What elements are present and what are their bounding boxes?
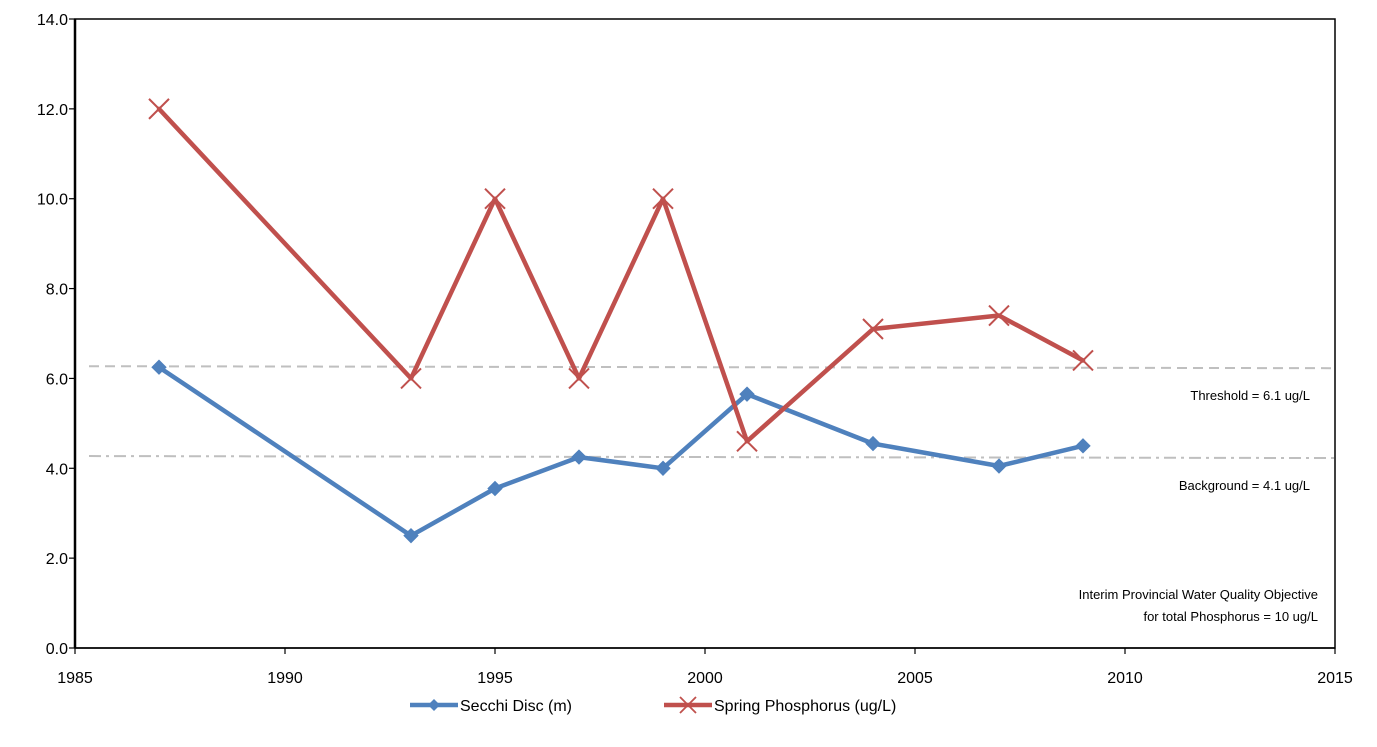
x-tick-label: 2000 xyxy=(687,670,723,687)
legend-phosphorus-label: Spring Phosphorus (ug/L) xyxy=(714,698,896,715)
phosphorus-data-point xyxy=(568,367,590,390)
y-tick-label: 0.0 xyxy=(46,641,68,658)
secchi-data-point xyxy=(739,386,755,402)
secchi-data-point xyxy=(403,527,419,544)
y-tick-label: 10.0 xyxy=(37,192,68,209)
x-tick-label: 2015 xyxy=(1317,670,1353,687)
secchi-data-point xyxy=(1075,438,1091,454)
legend-item-secchi[interactable]: Secchi Disc (m) xyxy=(410,698,572,715)
secchi-data-point xyxy=(571,449,587,465)
secchi-data-point xyxy=(487,480,503,497)
phosphorus-data-point xyxy=(148,98,170,120)
phosphorus-data-point xyxy=(400,367,422,390)
y-tick-label: 4.0 xyxy=(46,461,68,478)
phosphorus-data-point xyxy=(652,188,674,210)
legend-phosphorus-marker-icon xyxy=(679,696,697,714)
secchi-data-point xyxy=(991,458,1007,474)
phosphorus-data-point xyxy=(484,188,506,210)
y-tick-label: 6.0 xyxy=(46,371,68,388)
pwqo-annotation-line2: for total Phosphorus = 10 ug/L xyxy=(1143,609,1318,624)
phosphorus-data-point xyxy=(736,430,758,453)
background-reference-line xyxy=(88,455,1336,460)
phosphorus-series xyxy=(148,98,1094,453)
secchi-series xyxy=(151,359,1091,544)
threshold-annotation: Threshold = 6.1 ug/L xyxy=(1190,388,1310,403)
series xyxy=(148,98,1094,544)
legend-secchi-label: Secchi Disc (m) xyxy=(460,698,572,715)
y-tick-label: 8.0 xyxy=(46,282,68,299)
legend: Secchi Disc (m) Spring Phosphorus (ug/L) xyxy=(410,696,896,715)
x-tick-label: 2005 xyxy=(897,670,933,687)
x-tick-label: 1990 xyxy=(267,670,303,687)
legend-item-phosphorus[interactable]: Spring Phosphorus (ug/L) xyxy=(664,696,896,715)
axes: 0.0 2.0 4.0 6.0 8.0 10.0 12.0 14.0 1985 1990 1995 2… xyxy=(37,12,1353,687)
y-tick-label: 14.0 xyxy=(37,12,68,29)
secchi-data-point xyxy=(865,435,881,452)
background-annotation: Background = 4.1 ug/L xyxy=(1179,478,1310,493)
y-tick-label: 12.0 xyxy=(37,102,68,119)
x-tick-label: 1985 xyxy=(57,670,93,687)
reference-lines xyxy=(88,365,1336,460)
secchi-data-point xyxy=(151,359,167,375)
phosphorus-data-point xyxy=(1072,349,1094,372)
phosphorus-data-point xyxy=(988,304,1010,327)
x-tick-label: 2010 xyxy=(1107,670,1143,687)
secchi-data-point xyxy=(655,460,671,476)
y-tick-label: 2.0 xyxy=(46,551,68,568)
x-tick-label: 1995 xyxy=(477,670,513,687)
phosphorus-data-point xyxy=(862,318,884,340)
legend-secchi-marker-icon xyxy=(428,699,440,711)
pwqo-annotation-line1: Interim Provincial Water Quality Objecti… xyxy=(1079,587,1318,602)
